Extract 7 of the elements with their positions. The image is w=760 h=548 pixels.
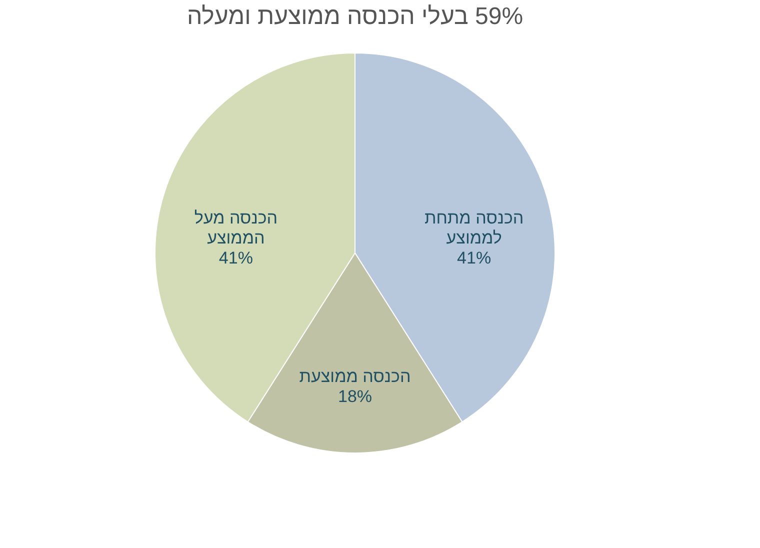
slice-label: הכנסה מתחת לממוצע bbox=[424, 208, 524, 248]
data-label: 41% bbox=[457, 248, 492, 268]
slice-label: הכנסה ממוצעת bbox=[299, 367, 411, 386]
chart-title: 59% בעלי הכנסה ממוצעת ומעלה bbox=[186, 3, 524, 30]
slice-label: הכנסה מעל הממוצע bbox=[194, 208, 278, 248]
data-label: 41% bbox=[218, 248, 253, 268]
data-label: 18% bbox=[338, 387, 372, 406]
